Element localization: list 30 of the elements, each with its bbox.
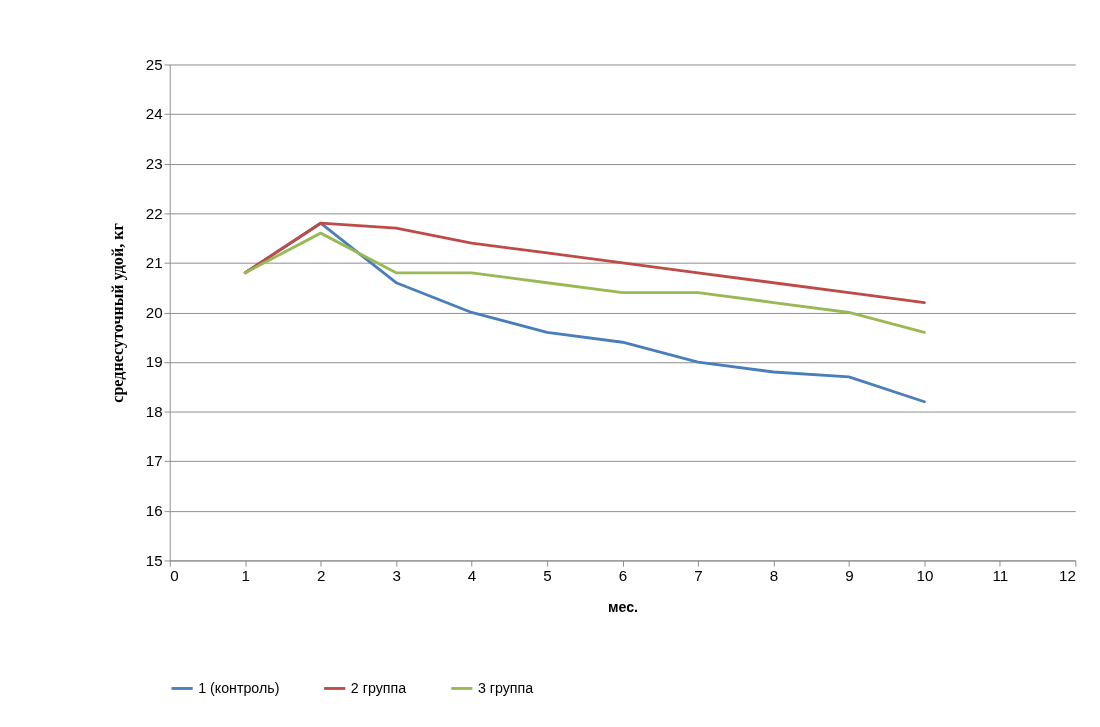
x-tick-label: 12: [1058, 566, 1076, 584]
x-tick-label: 11: [992, 566, 1009, 584]
y-axis-title: среднесуточный удой, кг: [108, 223, 127, 403]
x-tick-label: 6: [618, 566, 628, 584]
x-tick-label: 1: [241, 566, 250, 584]
x-tick-label: 10: [916, 566, 934, 584]
x-tick-label: 7: [694, 566, 703, 584]
y-tick-label: 19: [145, 353, 163, 371]
y-tick-label: 23: [145, 154, 163, 172]
y-tick-label: 25: [145, 55, 163, 73]
x-tick-label: 8: [769, 566, 779, 584]
y-tick-label: 20: [145, 303, 163, 321]
x-tick-label: 4: [467, 566, 477, 584]
x-tick-label: 9: [845, 566, 854, 584]
x-tick-label: 2: [316, 566, 326, 584]
legend-label: 3 группа: [477, 680, 534, 697]
y-tick-label: 15: [145, 551, 163, 569]
line-series: [243, 231, 926, 334]
y-tick-label: 24: [145, 105, 163, 123]
x-tick-label: 3: [392, 566, 401, 584]
x-tick-label: 5: [543, 566, 552, 584]
x-axis-title: мес.: [607, 599, 639, 616]
legend-label: 1 (контроль): [198, 680, 280, 697]
y-tick-label: 22: [145, 204, 163, 222]
y-tick-label: 18: [145, 402, 163, 420]
x-tick-label: 0: [170, 566, 179, 584]
y-tick-label: 21: [145, 254, 163, 272]
y-tick-label: 16: [145, 502, 163, 520]
legend-label: 2 группа: [350, 680, 407, 697]
y-tick-label: 17: [145, 452, 163, 470]
